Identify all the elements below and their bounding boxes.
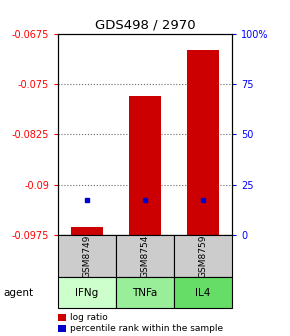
Text: percentile rank within the sample: percentile rank within the sample (70, 324, 224, 333)
Bar (187, 50, 219, 235)
Text: GSM8754: GSM8754 (140, 235, 150, 278)
Text: log ratio: log ratio (70, 313, 108, 322)
Text: IL4: IL4 (195, 288, 211, 298)
Text: IFNg: IFNg (75, 288, 99, 298)
Bar (174, 277, 232, 308)
Text: agent: agent (3, 288, 33, 298)
Bar (116, 235, 174, 277)
Bar (71, 227, 103, 235)
Text: GSM8749: GSM8749 (82, 235, 92, 278)
Text: TNFa: TNFa (132, 288, 158, 298)
Bar (174, 235, 232, 277)
Bar (58, 277, 116, 308)
Title: GDS498 / 2970: GDS498 / 2970 (95, 18, 195, 31)
Bar (129, 96, 161, 235)
Bar (116, 277, 174, 308)
Bar (58, 235, 116, 277)
Bar (58, 325, 66, 332)
Text: GSM8759: GSM8759 (198, 235, 208, 278)
Bar (58, 314, 66, 321)
